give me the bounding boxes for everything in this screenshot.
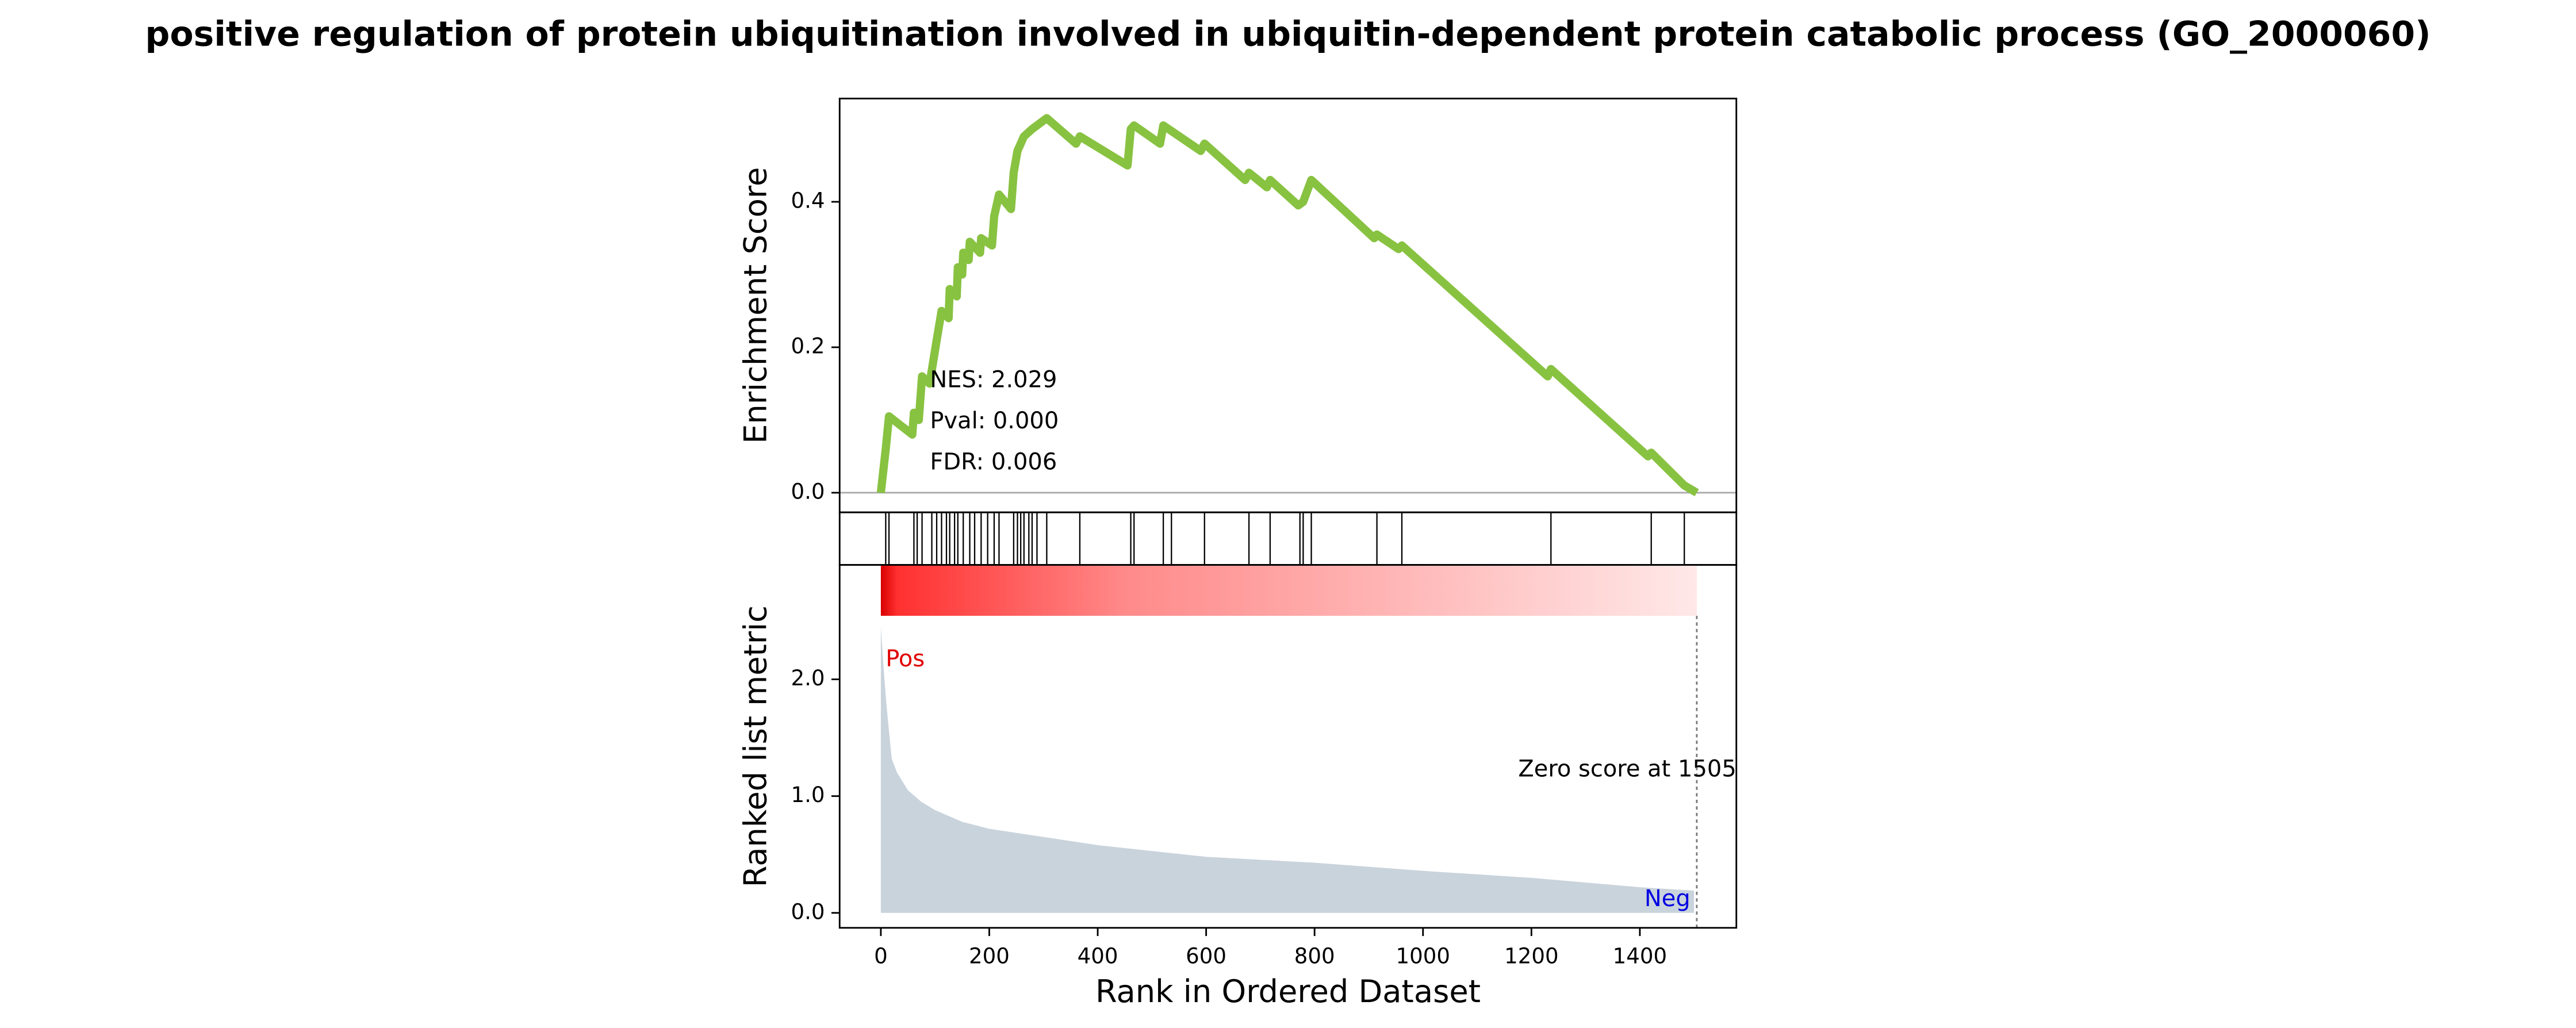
y-tick-label: 0.2 (791, 333, 825, 358)
y-tick-label: 0.0 (791, 899, 825, 924)
chart-title: positive regulation of protein ubiquitin… (145, 14, 2431, 54)
x-tick-label: 800 (1294, 944, 1335, 969)
rank-colorbar (880, 565, 1697, 616)
annotation: Zero score at 1505 (1518, 756, 1736, 782)
panel-frame (838, 564, 1738, 929)
stat-annotation: FDR: 0.006 (930, 448, 1057, 475)
y-tick-label: 1.0 (791, 782, 825, 807)
x-tick-label: 200 (969, 944, 1010, 969)
stat-annotation: Pval: 0.000 (930, 408, 1059, 434)
annotation: Pos (885, 646, 925, 672)
y-tick-label: 0.0 (791, 479, 825, 504)
x-tick-label: 1200 (1504, 944, 1558, 969)
annotation: Neg (1644, 885, 1690, 912)
x-tick-label: 400 (1078, 944, 1118, 969)
y-axis-label: Ranked list metric (738, 605, 774, 887)
y-tick-label: 0.4 (791, 189, 825, 213)
x-tick-label: 1400 (1613, 944, 1667, 969)
y-tick-label: 2.0 (791, 666, 825, 691)
x-tick-label: 0 (874, 944, 888, 969)
x-tick-label: 600 (1186, 944, 1226, 969)
y-axis-label: Enrichment Score (738, 167, 774, 444)
stat-annotation: NES: 2.029 (930, 367, 1057, 393)
x-axis-label: Rank in Ordered Dataset (1095, 973, 1481, 1010)
metric-area (880, 627, 1695, 913)
x-tick-label: 1000 (1396, 944, 1450, 969)
es-line (876, 114, 1699, 497)
